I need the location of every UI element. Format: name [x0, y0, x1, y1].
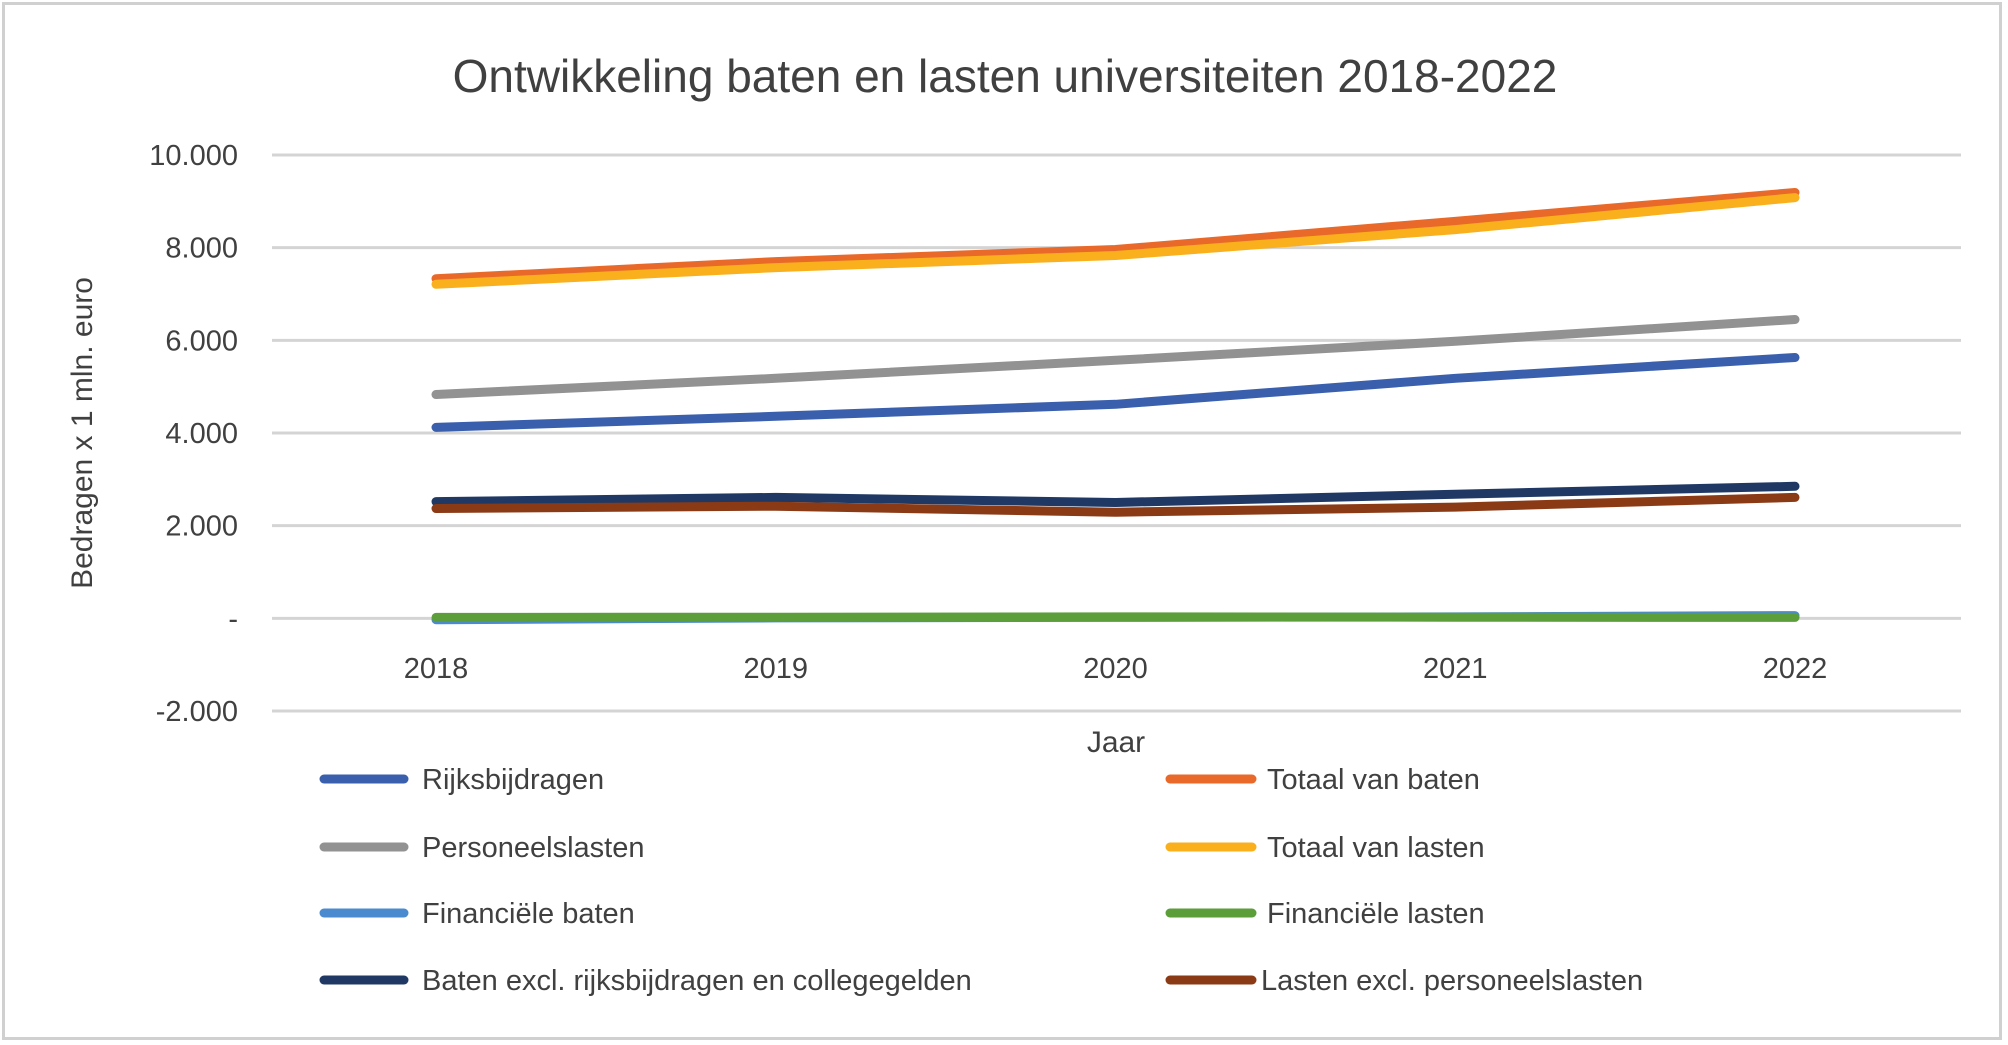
- x-tick-label: 2019: [743, 653, 808, 685]
- legend-label: Financiële lasten: [1267, 898, 1485, 930]
- y-axis-ticks: 10.000 8.000 6.000 4.000 2.000 - -2.000: [149, 140, 238, 728]
- legend-label: Totaal van lasten: [1267, 832, 1485, 864]
- series-line-5: [431, 612, 1800, 622]
- legend-item[interactable]: Personeelslasten: [319, 832, 644, 864]
- legend-item[interactable]: Rijksbijdragen: [319, 764, 604, 796]
- legend: Rijksbijdragen Totaal van baten Personeels…: [319, 764, 1643, 997]
- x-tick-label: 2022: [1763, 653, 1828, 685]
- legend-item[interactable]: Baten excl. rijksbijdragen en collegegel…: [319, 965, 972, 997]
- series-line-2: [431, 315, 1800, 399]
- y-tick-label: 4.000: [165, 418, 238, 450]
- y-tick-label: 10.000: [149, 140, 238, 172]
- legend-label: Rijksbijdragen: [422, 764, 604, 796]
- x-tick-label: 2021: [1423, 653, 1488, 685]
- legend-item[interactable]: Totaal van baten: [1165, 764, 1480, 796]
- y-tick-label: 6.000: [165, 325, 238, 357]
- legend-label: Baten excl. rijksbijdragen en collegegel…: [422, 965, 972, 997]
- x-tick-label: 2020: [1083, 653, 1148, 685]
- y-tick-label: 8.000: [165, 233, 238, 265]
- legend-item[interactable]: Totaal van lasten: [1165, 832, 1485, 864]
- series-lines: [431, 188, 1800, 625]
- y-tick-label: 2.000: [165, 511, 238, 543]
- x-tick-label: 2018: [404, 653, 469, 685]
- chart-title: Ontwikkeling baten en lasten universitei…: [453, 50, 1558, 102]
- series-line-7: [431, 492, 1800, 517]
- legend-label: Financiële baten: [422, 898, 635, 930]
- x-axis-ticks: 2018 2019 2020 2021 2022: [404, 653, 1828, 685]
- series-line-1: [431, 188, 1800, 284]
- y-axis-title: Bedragen x 1 mln. euro: [66, 277, 99, 589]
- x-axis-title: Jaar: [1087, 726, 1145, 759]
- legend-item[interactable]: Financiële baten: [319, 898, 635, 930]
- legend-label: Personeelslasten: [422, 832, 644, 864]
- y-tick-label: -: [228, 603, 238, 635]
- legend-label: Totaal van baten: [1267, 764, 1480, 796]
- series-line-3: [431, 193, 1800, 289]
- series-line-0: [431, 353, 1800, 432]
- legend-item[interactable]: Lasten excl. personeelslasten: [1165, 965, 1643, 997]
- gridlines: [272, 153, 1961, 713]
- legend-label: Lasten excl. personeelslasten: [1261, 965, 1643, 997]
- y-tick-label: -2.000: [156, 696, 238, 728]
- legend-item[interactable]: Financiële lasten: [1165, 898, 1485, 930]
